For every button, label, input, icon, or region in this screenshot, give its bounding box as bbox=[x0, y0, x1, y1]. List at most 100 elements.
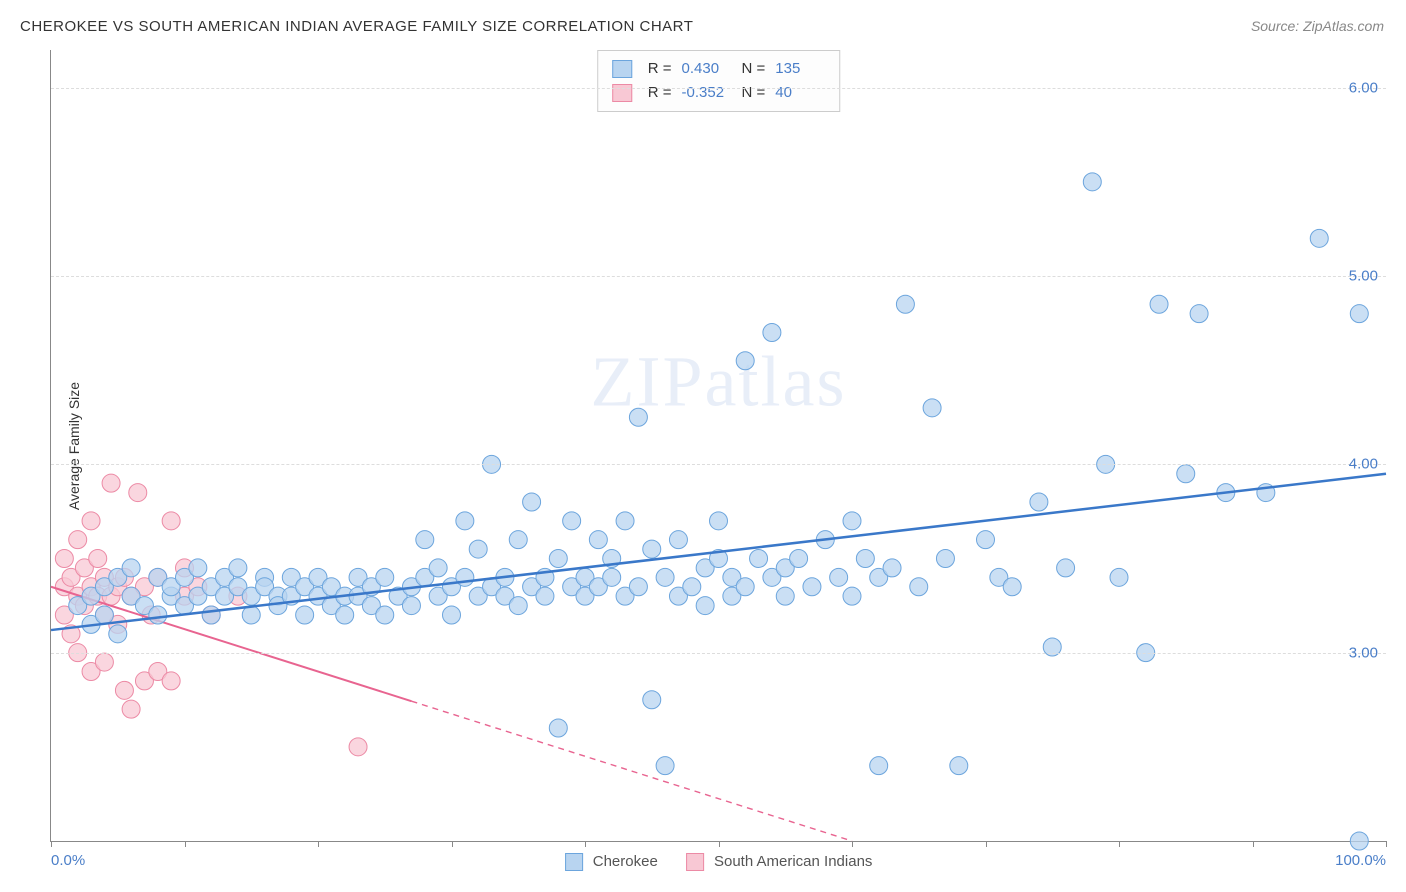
scatter-point bbox=[776, 587, 794, 605]
legend-swatch-cherokee bbox=[565, 853, 583, 871]
bottom-legend: Cherokee South American Indians bbox=[565, 853, 873, 871]
scatter-point bbox=[1150, 295, 1168, 313]
scatter-point bbox=[89, 550, 107, 568]
scatter-point bbox=[1190, 305, 1208, 323]
scatter-point bbox=[456, 512, 474, 530]
scatter-point bbox=[950, 757, 968, 775]
scatter-point bbox=[95, 606, 113, 624]
x-tick bbox=[1253, 841, 1254, 847]
scatter-point bbox=[910, 578, 928, 596]
scatter-point bbox=[229, 559, 247, 577]
scatter-point bbox=[376, 606, 394, 624]
scatter-point bbox=[883, 559, 901, 577]
legend-swatch-sai bbox=[686, 853, 704, 871]
scatter-point bbox=[1003, 578, 1021, 596]
scatter-point bbox=[683, 578, 701, 596]
y-tick-label: 5.00 bbox=[1349, 268, 1378, 285]
scatter-point bbox=[162, 672, 180, 690]
scatter-point bbox=[296, 606, 314, 624]
scatter-point bbox=[616, 512, 634, 530]
scatter-point bbox=[416, 531, 434, 549]
scatter-point bbox=[336, 606, 354, 624]
scatter-point bbox=[1057, 559, 1075, 577]
stats-row-sai: R = -0.352 N = 40 bbox=[612, 81, 826, 105]
x-tick bbox=[1119, 841, 1120, 847]
x-axis-min-label: 0.0% bbox=[51, 852, 85, 869]
scatter-point bbox=[115, 681, 133, 699]
x-tick bbox=[318, 841, 319, 847]
scatter-point bbox=[629, 578, 647, 596]
stat-n-label: N = bbox=[742, 57, 766, 81]
scatter-point bbox=[1030, 493, 1048, 511]
swatch-cherokee bbox=[612, 60, 632, 78]
scatter-point bbox=[202, 606, 220, 624]
scatter-point bbox=[376, 568, 394, 586]
scatter-point bbox=[122, 700, 140, 718]
scatter-point bbox=[549, 719, 567, 737]
scatter-point bbox=[456, 568, 474, 586]
stat-n-label-2: N = bbox=[742, 81, 766, 105]
scatter-point bbox=[669, 531, 687, 549]
scatter-point bbox=[536, 587, 554, 605]
scatter-point bbox=[856, 550, 874, 568]
gridline-h bbox=[51, 653, 1386, 654]
scatter-point bbox=[803, 578, 821, 596]
legend-item-cherokee: Cherokee bbox=[565, 853, 658, 871]
x-axis-max-label: 100.0% bbox=[1335, 852, 1386, 869]
scatter-point bbox=[509, 597, 527, 615]
stat-r-sai: -0.352 bbox=[682, 81, 732, 105]
stat-r-label-2: R = bbox=[648, 81, 672, 105]
scatter-point bbox=[109, 625, 127, 643]
scatter-point bbox=[523, 493, 541, 511]
scatter-point bbox=[549, 550, 567, 568]
x-tick bbox=[51, 841, 52, 847]
scatter-point bbox=[149, 606, 167, 624]
scatter-point bbox=[162, 512, 180, 530]
legend-item-sai: South American Indians bbox=[686, 853, 873, 871]
scatter-point bbox=[843, 512, 861, 530]
chart-title: CHEROKEE VS SOUTH AMERICAN INDIAN AVERAG… bbox=[20, 18, 693, 35]
stat-n-cherokee: 135 bbox=[775, 57, 825, 81]
scatter-point bbox=[129, 484, 147, 502]
x-tick bbox=[185, 841, 186, 847]
y-tick-label: 4.00 bbox=[1349, 456, 1378, 473]
scatter-point bbox=[896, 295, 914, 313]
gridline-h bbox=[51, 88, 1386, 89]
scatter-point bbox=[1350, 832, 1368, 850]
correlation-stats-box: R = 0.430 N = 135 R = -0.352 N = 40 bbox=[597, 50, 841, 112]
stats-row-cherokee: R = 0.430 N = 135 bbox=[612, 57, 826, 81]
scatter-point bbox=[95, 653, 113, 671]
scatter-point bbox=[977, 531, 995, 549]
scatter-point bbox=[1177, 465, 1195, 483]
x-tick bbox=[585, 841, 586, 847]
x-tick bbox=[719, 841, 720, 847]
x-tick bbox=[852, 841, 853, 847]
scatter-point bbox=[469, 540, 487, 558]
scatter-point bbox=[443, 606, 461, 624]
y-tick-label: 6.00 bbox=[1349, 79, 1378, 96]
scatter-point bbox=[589, 531, 607, 549]
trend-line-dashed bbox=[411, 701, 852, 841]
scatter-point bbox=[1083, 173, 1101, 191]
source-attribution: Source: ZipAtlas.com bbox=[1251, 18, 1384, 34]
scatter-point bbox=[763, 324, 781, 342]
scatter-point bbox=[563, 512, 581, 530]
scatter-point bbox=[656, 568, 674, 586]
scatter-point bbox=[102, 474, 120, 492]
trend-line-solid bbox=[51, 474, 1386, 630]
stat-r-cherokee: 0.430 bbox=[682, 57, 732, 81]
scatter-point bbox=[82, 512, 100, 530]
scatter-point bbox=[830, 568, 848, 586]
scatter-point bbox=[1310, 229, 1328, 247]
scatter-point bbox=[1350, 305, 1368, 323]
scatter-point bbox=[189, 559, 207, 577]
y-tick-label: 3.00 bbox=[1349, 644, 1378, 661]
gridline-h bbox=[51, 276, 1386, 277]
scatter-point bbox=[402, 597, 420, 615]
scatter-plot-svg bbox=[51, 50, 1386, 841]
scatter-point bbox=[242, 606, 260, 624]
scatter-point bbox=[69, 531, 87, 549]
scatter-point bbox=[643, 540, 661, 558]
x-tick bbox=[1386, 841, 1387, 847]
x-tick bbox=[986, 841, 987, 847]
